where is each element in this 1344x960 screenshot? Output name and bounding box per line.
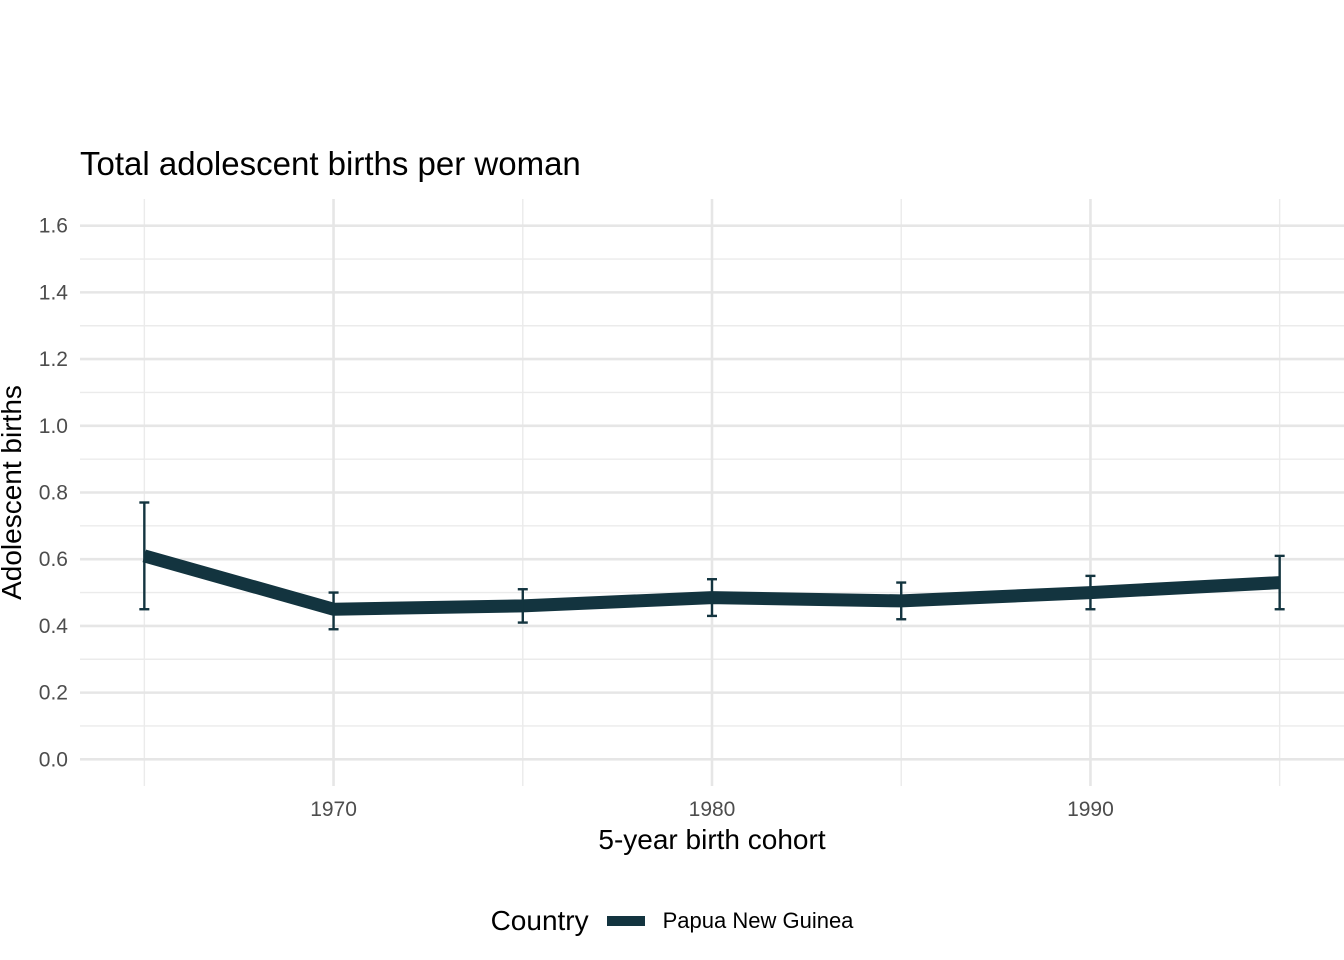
grid (80, 199, 1344, 786)
chart-title: Total adolescent births per woman (80, 145, 581, 182)
legend-title: Country (490, 905, 589, 936)
y-tick-label: 1.6 (39, 215, 68, 238)
y-tick-label: 0.0 (39, 748, 68, 771)
x-tick-label: 1980 (689, 798, 736, 821)
legend: Country Papua New Guinea (0, 905, 1344, 937)
y-axis-title: Adolescent births (0, 385, 27, 600)
y-tick-label: 0.4 (39, 615, 69, 638)
x-tick-label: 1990 (1067, 798, 1114, 821)
legend-key (606, 916, 645, 926)
series-layer (139, 501, 1285, 631)
y-tick-label: 1.4 (39, 281, 69, 304)
x-tick-label: 1970 (310, 798, 357, 821)
y-tick-label: 0.6 (39, 548, 68, 571)
y-tick-label: 0.2 (39, 682, 68, 705)
x-axis-title: 5-year birth cohort (598, 824, 825, 855)
legend-label: Papua New Guinea (662, 908, 854, 933)
y-tick-label: 1.0 (39, 415, 68, 438)
y-axis-ticks: 0.0 0.2 0.4 0.6 0.8 1.0 1.2 1.4 1.6 (39, 215, 69, 772)
y-tick-label: 0.8 (39, 482, 68, 505)
x-axis-ticks: 1970 1980 1990 (310, 798, 1114, 821)
y-tick-label: 1.2 (39, 348, 68, 371)
